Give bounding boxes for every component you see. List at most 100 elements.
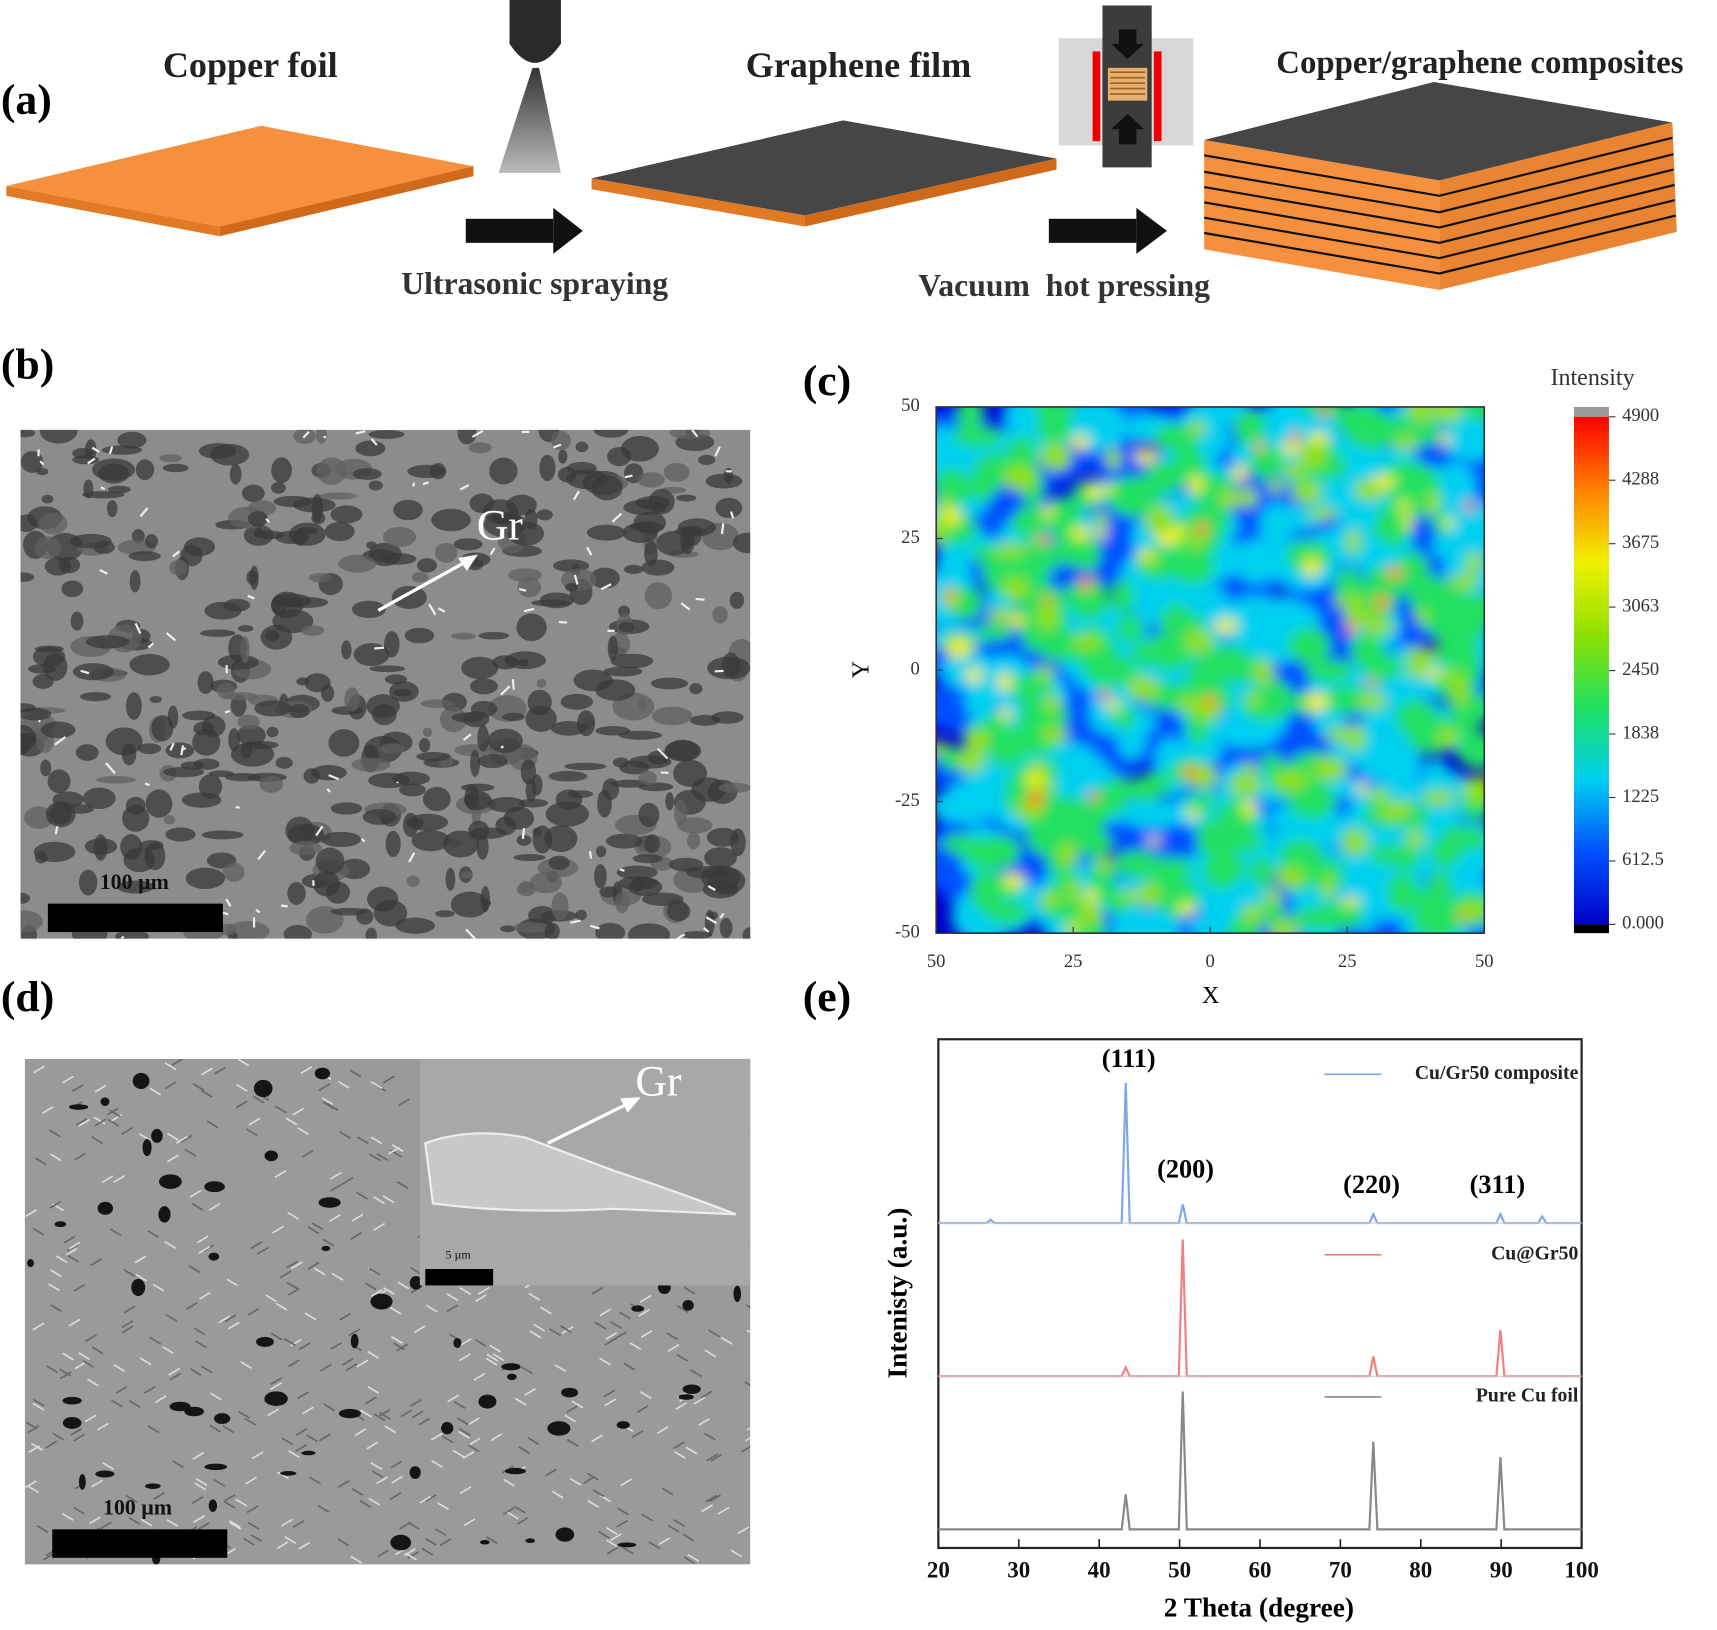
streak	[54, 736, 67, 746]
grain	[162, 463, 189, 473]
intensity-blob	[1039, 443, 1072, 471]
lamella	[42, 1105, 54, 1114]
lamella	[640, 1329, 653, 1338]
intensity-blob	[1041, 596, 1054, 604]
intensity-blob	[1080, 576, 1093, 592]
intensity-blob	[1194, 523, 1210, 535]
intensity-blob	[1367, 788, 1391, 803]
lamella	[709, 1494, 721, 1503]
streak	[619, 868, 625, 872]
intensity-blob	[1346, 622, 1357, 635]
pore	[253, 1079, 273, 1098]
lamella	[154, 1395, 167, 1404]
lamella	[50, 1269, 62, 1278]
lamella	[330, 1171, 342, 1180]
lamella	[33, 1065, 46, 1074]
intensity-blob	[1403, 574, 1450, 603]
grain	[224, 692, 258, 701]
grain	[229, 464, 242, 485]
intensity-blob	[1364, 612, 1384, 637]
lamella	[196, 1235, 209, 1244]
lamella	[50, 1304, 63, 1313]
lamella	[270, 1332, 283, 1341]
grain	[93, 540, 115, 554]
lamella	[91, 1346, 104, 1355]
lamella	[91, 1479, 104, 1488]
lamella	[527, 1437, 540, 1446]
grain	[296, 677, 310, 686]
grain	[516, 834, 532, 846]
pore	[264, 1150, 278, 1162]
lamella	[540, 1306, 552, 1315]
streak	[315, 825, 324, 837]
lamella	[673, 1519, 686, 1528]
grain	[668, 857, 704, 872]
lamella	[128, 1400, 141, 1409]
grain	[260, 624, 293, 650]
lamella	[337, 1538, 350, 1547]
y-axis-label: Y	[848, 661, 874, 678]
grain	[610, 653, 654, 669]
lamella	[134, 1255, 147, 1264]
intensity-blob	[1250, 857, 1274, 888]
grain	[477, 724, 489, 752]
grain	[82, 491, 125, 499]
arrowhead	[458, 554, 478, 572]
grain	[198, 774, 223, 799]
grain	[311, 511, 326, 525]
pore	[204, 1181, 225, 1193]
lamella	[403, 1548, 416, 1557]
grain	[565, 582, 578, 592]
pore	[478, 1394, 497, 1409]
streak	[572, 490, 580, 501]
lamella	[605, 1332, 618, 1341]
colorbar-tick-label: 3063	[1622, 595, 1659, 616]
intensity-blob	[1157, 612, 1205, 635]
grain	[380, 743, 406, 754]
grain	[567, 790, 594, 798]
lamella	[279, 1270, 292, 1279]
intensity-blob	[1425, 491, 1441, 516]
lamella	[368, 1497, 381, 1506]
grain	[237, 714, 260, 730]
lamella	[218, 1315, 231, 1324]
grain	[39, 429, 78, 444]
pore	[280, 1471, 297, 1476]
intensity-blob	[1003, 465, 1037, 491]
streak	[54, 826, 59, 835]
intensity-blob	[1146, 837, 1161, 845]
grain	[149, 695, 162, 704]
panel-label: (a)	[1, 76, 52, 124]
intensity-blob	[1218, 488, 1241, 510]
lamella	[270, 1382, 282, 1391]
lamella	[740, 1445, 751, 1453]
lamella	[560, 1325, 572, 1334]
lamella	[345, 1363, 358, 1372]
lamella	[283, 1338, 296, 1347]
lamella	[121, 1325, 134, 1334]
intensity-blob	[1447, 669, 1464, 691]
lamella	[350, 1555, 363, 1564]
grain	[362, 809, 397, 825]
grain	[210, 443, 250, 466]
grain	[719, 917, 733, 939]
intensity-blob	[1232, 464, 1248, 482]
lamella	[169, 1372, 182, 1381]
intensity-blob	[1196, 818, 1227, 856]
streak	[660, 771, 669, 775]
lamella	[237, 1058, 250, 1067]
streak	[523, 607, 535, 613]
lamella	[306, 1434, 318, 1443]
grain	[618, 621, 635, 633]
grain	[247, 511, 269, 527]
lamella	[376, 1153, 389, 1162]
grain	[137, 743, 162, 755]
lamella	[467, 1444, 480, 1453]
grain	[236, 725, 266, 746]
lamella	[251, 1451, 264, 1460]
lamella	[197, 1522, 210, 1531]
grain	[689, 714, 721, 726]
streak	[326, 788, 332, 793]
intensity-blob	[1341, 828, 1369, 856]
